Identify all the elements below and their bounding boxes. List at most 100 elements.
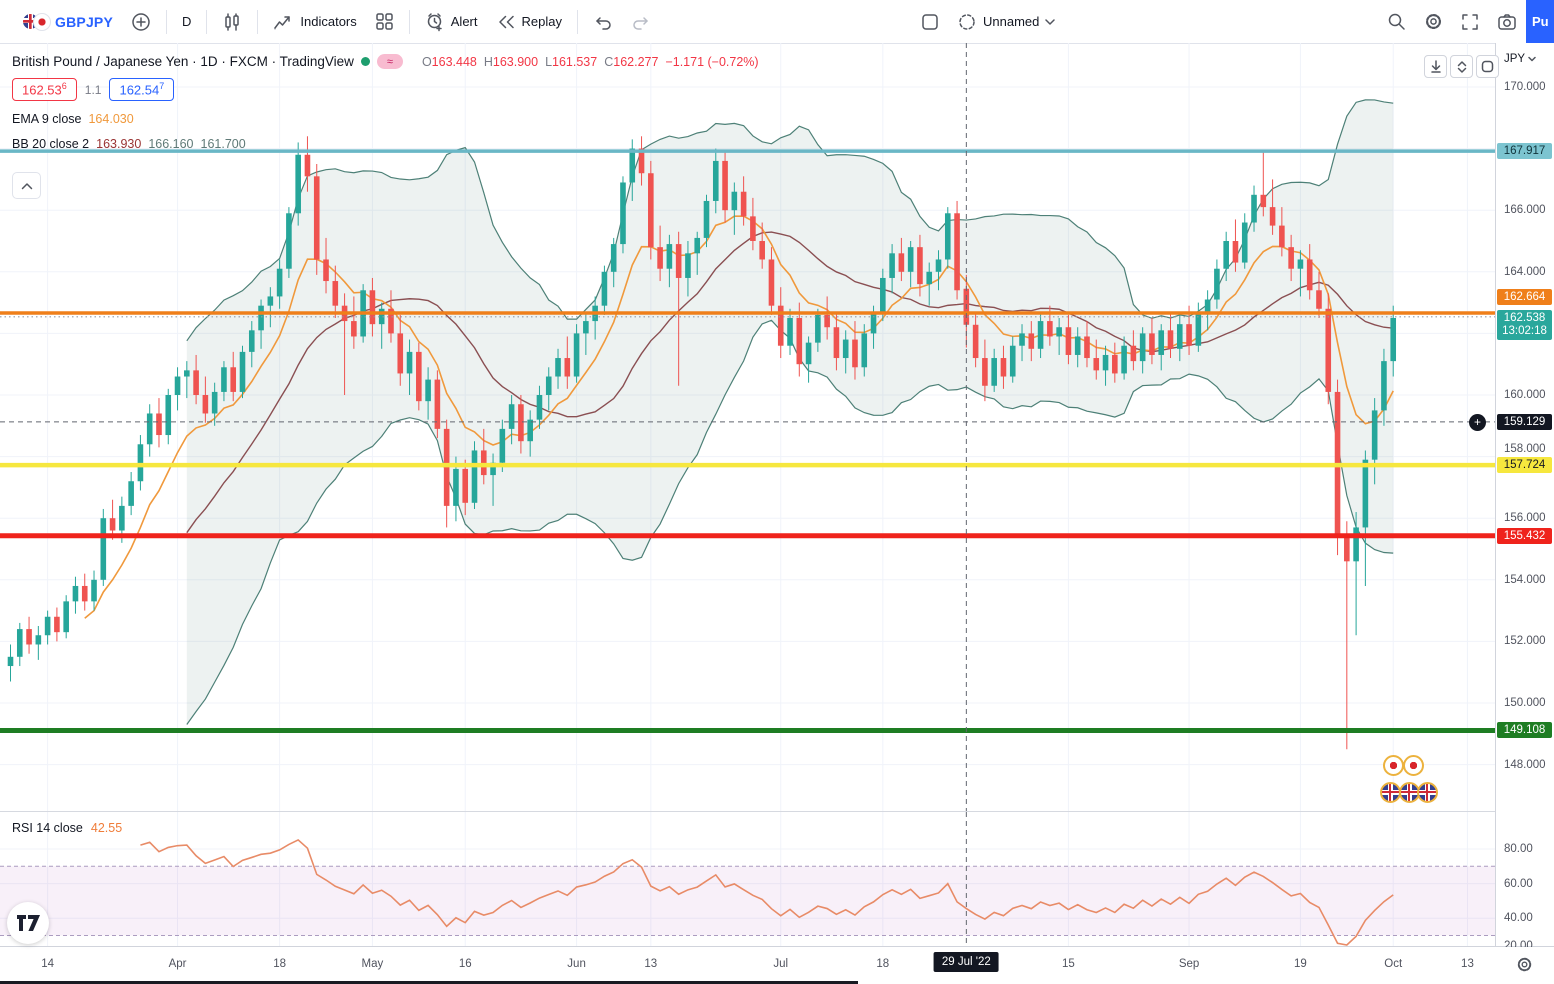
top-toolbar: GBPJPY D Indicators Alert bbox=[0, 0, 1554, 44]
cloud-sync-icon bbox=[959, 13, 975, 30]
pane-separator[interactable] bbox=[0, 811, 1495, 812]
symbol-name: GBPJPY bbox=[55, 13, 113, 30]
japan-flag-sticker[interactable] bbox=[1403, 755, 1424, 776]
screenshot-button[interactable] bbox=[1488, 5, 1526, 39]
price-scale[interactable]: JPY 170.000 166.000 164.000 160.000 158.000 1… bbox=[1496, 43, 1554, 952]
search-button[interactable] bbox=[1378, 5, 1415, 39]
price-scale-label: 150.000 bbox=[1504, 697, 1546, 709]
fullscreen-button[interactable] bbox=[1452, 5, 1488, 39]
symbol-button[interactable]: GBPJPY bbox=[14, 5, 122, 39]
rsi-value: 42.55 bbox=[90, 821, 123, 835]
scroll-to-recent-button[interactable] bbox=[1424, 55, 1447, 78]
japan-flag-sticker[interactable] bbox=[1383, 755, 1404, 776]
replay-button[interactable]: Replay bbox=[487, 5, 571, 39]
indicators-icon bbox=[274, 15, 291, 30]
undo-arrow-icon bbox=[596, 16, 611, 30]
time-tick: 18 bbox=[273, 958, 287, 970]
rsi-grid bbox=[0, 812, 1495, 946]
layout-toolbar: Unnamed bbox=[912, 0, 1064, 43]
undo-button[interactable] bbox=[584, 5, 622, 39]
price-level-tag: 157.724 bbox=[1497, 457, 1552, 474]
bb-basis-value: 163.930 bbox=[96, 137, 142, 152]
rsi-scale-label: 80.00 bbox=[1504, 843, 1533, 855]
time-axis-border bbox=[0, 946, 1554, 947]
time-axis[interactable]: 14 Apr 18 May 16 Jun 13 Jul 18 15 Sep 19 Oct 13 29 Jul… bbox=[0, 947, 1554, 984]
time-tick: 13 bbox=[1461, 958, 1474, 970]
rsi-band bbox=[0, 866, 1495, 936]
change-value: −1.171 (−0.72%) bbox=[665, 54, 759, 69]
settings-button[interactable] bbox=[1415, 5, 1452, 39]
interval-button[interactable]: D bbox=[182, 14, 192, 29]
publish-button[interactable]: Pu bbox=[1526, 0, 1554, 43]
right-toolbar: Pu bbox=[1378, 0, 1554, 43]
price-scale-label: 158.000 bbox=[1504, 442, 1546, 455]
bottom-edge-strip bbox=[0, 981, 858, 984]
spread: 1.1 bbox=[84, 82, 102, 97]
time-tick: 15 bbox=[1062, 958, 1075, 970]
ema-value: 164.030 bbox=[88, 112, 134, 127]
bb-basis-line bbox=[186, 231, 1394, 534]
price-pane[interactable] bbox=[0, 43, 1495, 811]
chevron-up-icon bbox=[21, 182, 32, 189]
current-price-value: 162.538 bbox=[1503, 311, 1546, 324]
uk-flag-sticker[interactable] bbox=[1380, 782, 1401, 803]
maximize-frame-icon bbox=[1481, 60, 1494, 73]
ema-line bbox=[84, 215, 1394, 619]
pane-collapse-button[interactable] bbox=[1450, 55, 1473, 78]
time-tick: 16 bbox=[458, 958, 472, 970]
cloud-save-button[interactable]: Unnamed bbox=[948, 5, 1064, 39]
approx-icon[interactable]: ≈ bbox=[376, 54, 403, 69]
gear-icon bbox=[1517, 957, 1532, 972]
layout-square-icon bbox=[922, 13, 938, 30]
price-scale-currency[interactable]: JPY bbox=[1504, 53, 1536, 65]
grid-layout-icon bbox=[376, 13, 393, 30]
bb-lower-value: 161.700 bbox=[200, 137, 246, 152]
plus-circle-icon bbox=[132, 12, 150, 31]
time-tick: 18 bbox=[876, 958, 890, 970]
templates-button[interactable] bbox=[366, 5, 403, 39]
rsi-pane[interactable] bbox=[0, 812, 1495, 946]
tv-logo-icon bbox=[16, 915, 40, 931]
alert-button[interactable]: Alert bbox=[416, 5, 487, 39]
redo-arrow-icon bbox=[633, 16, 648, 30]
symbol-add-button[interactable] bbox=[122, 5, 160, 39]
chevron-down-icon bbox=[1528, 56, 1536, 62]
price-scale-label: 156.000 bbox=[1504, 512, 1546, 525]
price-level-tag: 149.108 bbox=[1497, 722, 1552, 739]
multichart-button[interactable] bbox=[912, 5, 948, 39]
crosshair-add-alert-button[interactable]: + bbox=[1469, 413, 1486, 431]
chart-style-button[interactable] bbox=[213, 5, 251, 39]
time-tick: 14 bbox=[41, 958, 55, 970]
price-level-tag: 167.917 bbox=[1497, 143, 1552, 160]
crosshair bbox=[0, 43, 1495, 811]
rsi-legend[interactable]: RSI 14 close 42.55 bbox=[12, 821, 123, 835]
time-tick: Jul bbox=[773, 958, 789, 970]
time-tick: May bbox=[361, 958, 384, 970]
tradingview-watermark-logo[interactable] bbox=[7, 902, 49, 944]
replay-icon bbox=[498, 15, 514, 28]
double-chevron-icon bbox=[1457, 60, 1466, 73]
collapse-legend-button[interactable] bbox=[12, 172, 41, 199]
legend-title[interactable]: British Pound / Japanese Yen · 1D · FXCM… bbox=[12, 54, 354, 69]
ema-legend[interactable]: EMA 9 close 164.030 bbox=[12, 112, 134, 127]
camera-icon bbox=[1498, 13, 1516, 30]
redo-button[interactable] bbox=[622, 5, 660, 39]
pane-maximize-button[interactable] bbox=[1476, 55, 1499, 78]
current-price-tag[interactable]: 162.538 13:02:18 bbox=[1497, 309, 1552, 340]
bid-price[interactable]: 162.536 bbox=[12, 78, 77, 102]
indicators-button[interactable]: Indicators bbox=[264, 5, 365, 39]
fullscreen-icon bbox=[1462, 13, 1478, 30]
price-scale-label: 148.000 bbox=[1504, 758, 1546, 771]
price-scale-label: 164.000 bbox=[1504, 265, 1546, 278]
chart-area[interactable]: British Pound / Japanese Yen · 1D · FXCM… bbox=[0, 43, 1554, 984]
bb-fill bbox=[186, 99, 1394, 725]
axis-settings-button[interactable] bbox=[1516, 956, 1533, 976]
uk-flag-sticker[interactable] bbox=[1417, 782, 1438, 803]
price-scale-label: 152.000 bbox=[1504, 635, 1546, 648]
price-level-tag: 155.432 bbox=[1497, 527, 1552, 544]
bb-legend[interactable]: BB 20 close 2 163.930 166.160 161.700 bbox=[12, 137, 246, 152]
source-dot-icon[interactable] bbox=[360, 57, 370, 66]
bar-countdown: 13:02:18 bbox=[1502, 324, 1547, 337]
chevron-down-icon bbox=[1045, 18, 1056, 25]
ask-price[interactable]: 162.547 bbox=[109, 78, 175, 102]
